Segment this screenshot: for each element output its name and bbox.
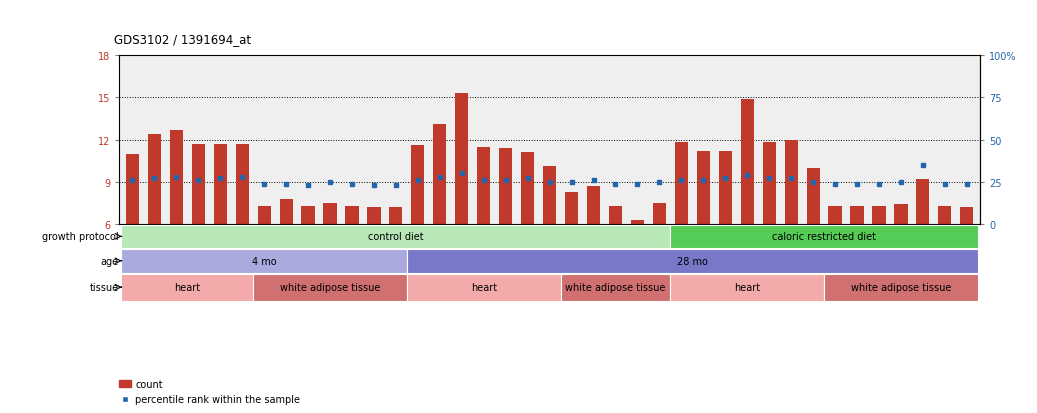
Bar	[609, 206, 622, 225]
Bar	[235, 145, 249, 225]
Bar	[762, 143, 776, 225]
Bar	[587, 187, 600, 225]
Bar	[407, 249, 978, 273]
Bar	[850, 206, 864, 225]
Bar	[280, 199, 292, 225]
Bar	[121, 225, 670, 249]
Bar	[324, 204, 337, 225]
Text: GDS3102 / 1391694_at: GDS3102 / 1391694_at	[114, 33, 251, 45]
Bar	[521, 153, 534, 225]
Bar	[543, 167, 556, 225]
Bar	[125, 154, 139, 225]
Bar	[433, 125, 446, 225]
Text: age: age	[101, 256, 119, 266]
Bar	[670, 274, 824, 301]
Bar	[824, 274, 978, 301]
Bar	[121, 274, 253, 301]
Bar	[253, 274, 407, 301]
Bar	[412, 146, 424, 225]
Text: heart: heart	[734, 282, 760, 292]
Text: 28 mo: 28 mo	[677, 256, 708, 266]
Bar	[302, 206, 314, 225]
Bar	[807, 169, 819, 225]
Text: white adipose tissue: white adipose tissue	[280, 282, 381, 292]
Bar	[565, 192, 579, 225]
Bar	[894, 205, 907, 225]
Bar	[670, 225, 978, 249]
Bar	[561, 274, 670, 301]
Bar	[121, 249, 407, 273]
Text: heart: heart	[174, 282, 200, 292]
Bar	[740, 100, 754, 225]
Text: heart: heart	[471, 282, 497, 292]
Bar	[938, 206, 951, 225]
Bar	[257, 206, 271, 225]
Bar	[477, 147, 491, 225]
Text: white adipose tissue: white adipose tissue	[850, 282, 951, 292]
Bar	[148, 135, 161, 225]
Legend: count, percentile rank within the sample: count, percentile rank within the sample	[119, 379, 301, 404]
Bar	[630, 221, 644, 225]
Bar	[170, 131, 183, 225]
Bar	[345, 206, 359, 225]
Bar	[960, 208, 974, 225]
Bar	[214, 145, 227, 225]
Bar	[872, 206, 886, 225]
Bar	[719, 152, 732, 225]
Bar	[675, 143, 688, 225]
Bar	[407, 274, 561, 301]
Bar	[917, 180, 929, 225]
Text: caloric restricted diet: caloric restricted diet	[773, 232, 876, 242]
Bar	[455, 94, 469, 225]
Bar	[697, 152, 710, 225]
Text: growth protocol: growth protocol	[43, 232, 119, 242]
Text: control diet: control diet	[368, 232, 424, 242]
Bar	[499, 149, 512, 225]
Bar	[389, 208, 402, 225]
Bar	[829, 206, 842, 225]
Bar	[653, 204, 666, 225]
Text: white adipose tissue: white adipose tissue	[565, 282, 666, 292]
Bar	[192, 145, 205, 225]
Bar	[367, 208, 381, 225]
Text: 4 mo: 4 mo	[252, 256, 277, 266]
Text: tissue: tissue	[89, 282, 119, 292]
Bar	[785, 140, 797, 225]
